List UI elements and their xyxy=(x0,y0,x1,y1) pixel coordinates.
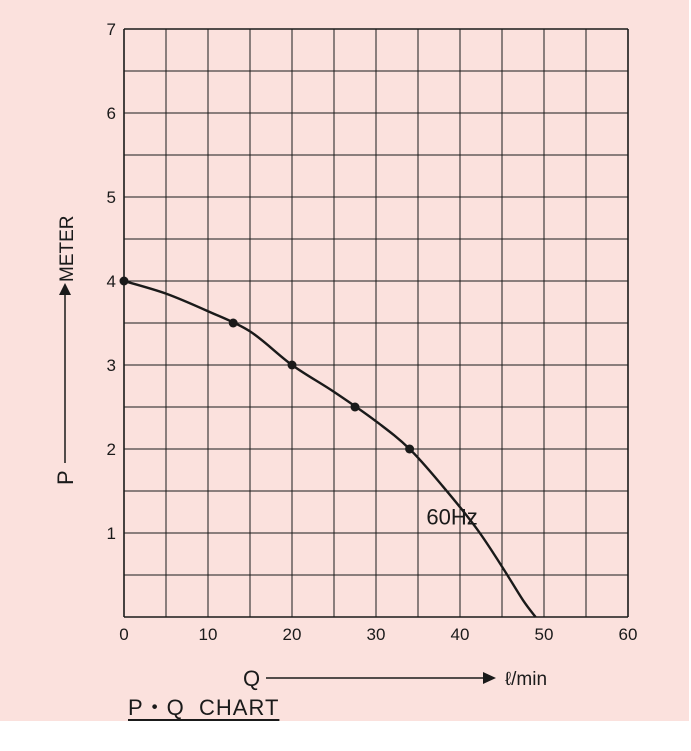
y-tick-label: 1 xyxy=(107,524,116,543)
y-tick-label: 7 xyxy=(107,20,116,39)
x-tick-label: 50 xyxy=(535,625,554,644)
data-point-marker xyxy=(119,276,129,286)
x-axis-letter: Q xyxy=(243,666,260,691)
y-tick-label: 4 xyxy=(107,272,116,291)
x-axis-label: Q ℓ/min xyxy=(243,666,547,691)
y-axis-letter: P xyxy=(53,470,78,485)
tick-labels: 0 10 20 30 40 50 60 1 2 3 4 5 6 7 xyxy=(107,20,638,644)
y-tick-label: 5 xyxy=(107,188,116,207)
chart-grid xyxy=(123,28,629,618)
data-point-marker xyxy=(350,402,360,412)
series-line-60hz xyxy=(123,279,537,618)
y-tick-label: 2 xyxy=(107,440,116,459)
data-point-marker xyxy=(228,318,238,328)
data-point-marker xyxy=(405,444,415,454)
x-tick-label: 60 xyxy=(619,625,638,644)
curve-layer xyxy=(123,279,537,618)
x-tick-label: 30 xyxy=(367,625,386,644)
chart-panel xyxy=(0,0,689,721)
x-tick-label: 0 xyxy=(119,625,128,644)
y-tick-label: 3 xyxy=(107,356,116,375)
x-tick-label: 10 xyxy=(199,625,218,644)
y-axis-arrow-icon xyxy=(59,283,71,295)
x-tick-label: 20 xyxy=(283,625,302,644)
x-axis-arrow-icon xyxy=(483,672,496,684)
chart-title: P・Q CHART xyxy=(128,695,280,720)
x-axis-unit: ℓ/min xyxy=(505,669,547,690)
data-point-marker xyxy=(287,360,297,370)
y-axis-label: P METER xyxy=(53,216,78,486)
series-annotation-60hz: 60Hz xyxy=(426,505,477,530)
y-tick-label: 6 xyxy=(107,104,116,123)
x-tick-label: 40 xyxy=(451,625,470,644)
y-axis-unit: METER xyxy=(57,216,78,283)
marker-layer xyxy=(119,276,415,454)
